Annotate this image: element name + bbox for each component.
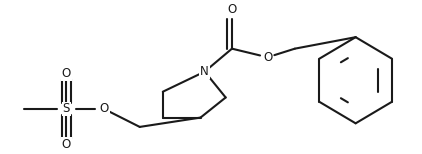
Text: O: O (62, 67, 71, 80)
Text: O: O (227, 3, 237, 16)
Text: O: O (100, 102, 109, 116)
Text: S: S (63, 102, 70, 116)
Text: O: O (62, 138, 71, 151)
Text: O: O (263, 51, 272, 64)
Text: N: N (200, 65, 209, 78)
